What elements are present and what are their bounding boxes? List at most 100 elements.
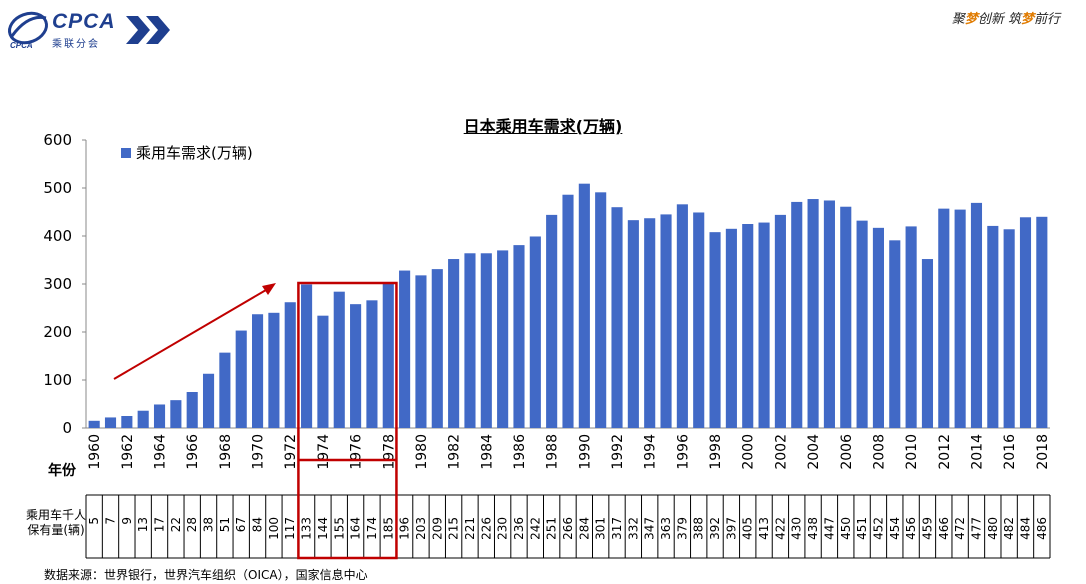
y-tick-label: 400 xyxy=(43,227,72,245)
table-cell-value: 164 xyxy=(349,517,363,540)
trend-arrow-head-icon xyxy=(262,283,276,295)
x-tick-label: 1964 xyxy=(153,434,169,470)
table-cell-value: 226 xyxy=(479,517,493,540)
x-tick-label: 1976 xyxy=(349,434,365,470)
x-tick-label: 1994 xyxy=(643,434,659,470)
bar xyxy=(562,194,574,428)
bar xyxy=(595,192,607,428)
bar xyxy=(137,410,149,428)
bar xyxy=(382,283,394,428)
bar xyxy=(889,240,901,428)
table-cell-value: 392 xyxy=(708,517,722,540)
bar xyxy=(742,224,754,428)
bar xyxy=(758,222,770,428)
bar xyxy=(921,259,934,428)
table-cell-value: 185 xyxy=(381,517,395,540)
bar xyxy=(954,209,966,428)
x-tick-label: 2002 xyxy=(773,434,789,470)
table-cell-value: 221 xyxy=(463,517,477,540)
bar xyxy=(480,253,492,428)
table-cell-value: 236 xyxy=(512,517,526,540)
table-cell-value: 347 xyxy=(643,517,657,540)
bar xyxy=(431,269,443,428)
bar xyxy=(970,202,983,428)
table-cell-value: 100 xyxy=(267,517,281,540)
table-cell-value: 459 xyxy=(920,517,934,540)
table-cell-value: 317 xyxy=(610,517,624,540)
bar xyxy=(987,225,999,428)
bar xyxy=(676,204,688,428)
bar xyxy=(791,201,803,428)
bar xyxy=(497,250,509,428)
bar xyxy=(660,214,672,428)
bar xyxy=(627,220,639,428)
ownership-table-label: 乘用车千人保有量(辆) xyxy=(25,508,86,537)
x-tick-label: 2000 xyxy=(741,434,757,470)
chevron-right-icon xyxy=(126,16,170,44)
table-cell-value: 203 xyxy=(414,517,428,540)
x-tick-label: 1992 xyxy=(610,434,626,470)
slogan: 聚梦创新 筑梦前行 xyxy=(951,12,1060,27)
x-tick-label: 2004 xyxy=(806,434,822,470)
bar xyxy=(856,220,868,428)
table-cell-value: 174 xyxy=(365,517,379,540)
bar xyxy=(529,236,541,428)
bar xyxy=(872,227,884,428)
bar xyxy=(709,232,721,428)
bar xyxy=(121,416,133,428)
x-tick-label: 1960 xyxy=(87,434,103,470)
bar xyxy=(284,302,296,428)
table-cell-value: 38 xyxy=(202,517,216,532)
table-cell-value: 430 xyxy=(790,517,804,540)
table-cell-value: 301 xyxy=(594,517,608,540)
bar xyxy=(104,417,117,428)
source-note: 数据来源：世界银行，世界汽车组织（OICA），国家信息中心 xyxy=(44,568,368,582)
trend-arrow-line xyxy=(113,289,267,380)
x-tick-label: 1980 xyxy=(414,434,430,470)
x-axis-title: 年份 xyxy=(48,463,76,479)
table-cell-value: 284 xyxy=(577,517,591,540)
x-tick-label: 1984 xyxy=(479,434,495,470)
bar xyxy=(807,199,819,428)
bar xyxy=(823,200,835,428)
x-tick-label: 1974 xyxy=(316,434,332,470)
x-tick-label: 2018 xyxy=(1035,434,1051,470)
bar xyxy=(1003,229,1015,428)
x-tick-label: 2012 xyxy=(937,434,953,470)
table-cell-value: 251 xyxy=(545,517,559,540)
x-tick-label: 1970 xyxy=(251,434,267,470)
table-cell-value: 472 xyxy=(953,517,967,540)
x-tick-label: 1982 xyxy=(447,434,463,470)
highlight-box xyxy=(297,281,398,560)
table-cell-value: 230 xyxy=(496,517,510,540)
table-cell-value: 477 xyxy=(969,517,983,540)
table-cell-value: 67 xyxy=(234,517,248,532)
x-tick-label: 1966 xyxy=(185,434,201,470)
chart-title: 日本乘用车需求(万辆) xyxy=(463,117,623,136)
x-tick-label: 2016 xyxy=(1002,434,1018,470)
y-tick-label: 0 xyxy=(62,419,72,437)
bar xyxy=(399,270,411,428)
bar xyxy=(235,330,247,428)
table-cell-value: 484 xyxy=(1018,517,1032,540)
logo-subtitle: 乘联分会 xyxy=(52,39,100,50)
bar xyxy=(693,212,705,428)
x-tick-label: 1978 xyxy=(381,434,397,470)
x-tick-label: 1972 xyxy=(283,434,299,470)
table-cell-value: 450 xyxy=(839,517,853,540)
legend-swatch xyxy=(121,147,131,158)
table-cell-value: 209 xyxy=(430,517,444,540)
bar xyxy=(202,373,215,428)
x-tick-label: 2014 xyxy=(969,434,985,470)
table-cell-value: 144 xyxy=(316,517,330,540)
bar xyxy=(268,312,280,428)
x-tick-label: 1962 xyxy=(120,434,136,470)
table-cell-value: 454 xyxy=(888,517,902,540)
bar xyxy=(464,253,476,428)
x-tick-label: 1988 xyxy=(545,434,561,470)
x-tick-label: 2010 xyxy=(904,434,920,470)
bar xyxy=(88,420,100,428)
table-cell-value: 17 xyxy=(153,517,167,532)
table-cell-value: 51 xyxy=(218,517,232,532)
table-cell-value: 466 xyxy=(937,517,951,540)
